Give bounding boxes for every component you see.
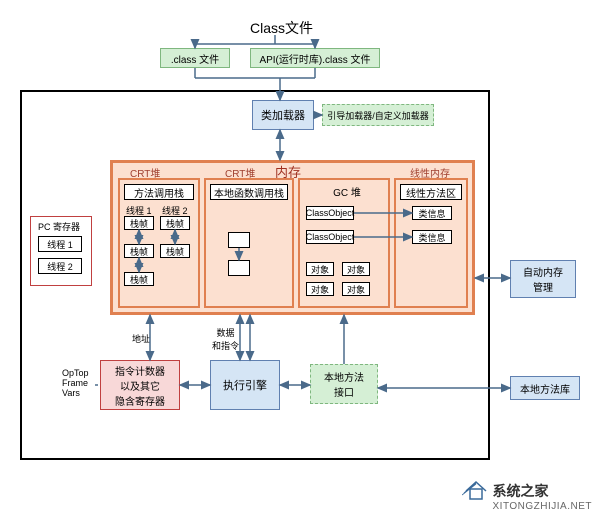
c2-box1 xyxy=(228,232,250,248)
classinfo-2: 类信息 xyxy=(412,230,452,244)
col2-header: 本地函数调用栈 xyxy=(210,184,288,200)
classobj-1: ClassObject xyxy=(306,206,354,220)
obj-2: 对象 xyxy=(342,262,370,276)
pc-t1: 线程 1 xyxy=(38,236,82,252)
obj-1: 对象 xyxy=(306,262,334,276)
col4-header: 线性方法区 xyxy=(400,184,462,200)
watermark: 系统之家 XITONGZHIJIA.NET xyxy=(493,481,593,512)
auto-memory-mgmt: 自动内存 管理 xyxy=(510,260,576,298)
obj-4: 对象 xyxy=(342,282,370,296)
frame-1b: 栈帧 xyxy=(160,216,190,230)
native-lib: 本地方法库 xyxy=(510,376,580,400)
loader-side-note: 引导加载器/自定义加载器 xyxy=(322,104,434,126)
class-file-box: .class 文件 xyxy=(160,48,230,68)
pc-t2: 线程 2 xyxy=(38,258,82,274)
class-loader: 类加载器 xyxy=(252,100,314,130)
top-title: Class文件 xyxy=(250,18,313,38)
instruction-registers: 指令计数器 以及其它 隐含寄存器 xyxy=(100,360,180,410)
addr-label: 地址 xyxy=(132,332,150,345)
pc-title: PC 寄存器 xyxy=(38,220,80,233)
col1-header: 方法调用栈 xyxy=(124,184,194,200)
col3-header: GC 堆 xyxy=(322,184,372,199)
frame-3a: 栈帧 xyxy=(124,272,154,286)
native-interface: 本地方法 接口 xyxy=(310,364,378,404)
logo-icon xyxy=(462,477,490,504)
optop-label: OpTop Frame Vars xyxy=(62,368,89,398)
execution-engine: 执行引擎 xyxy=(210,360,280,410)
watermark-url: XITONGZHIJIA.NET xyxy=(493,501,593,512)
c2-box2 xyxy=(228,260,250,276)
classobj-2: ClassObject xyxy=(306,230,354,244)
frame-1a: 栈帧 xyxy=(124,216,154,230)
data-instr-label: 数据 和指令 xyxy=(212,326,239,352)
frame-2b: 栈帧 xyxy=(160,244,190,258)
obj-3: 对象 xyxy=(306,282,334,296)
frame-2a: 栈帧 xyxy=(124,244,154,258)
classinfo-1: 类信息 xyxy=(412,206,452,220)
watermark-title: 系统之家 xyxy=(493,481,593,501)
api-file-box: API(运行时库).class 文件 xyxy=(250,48,380,68)
